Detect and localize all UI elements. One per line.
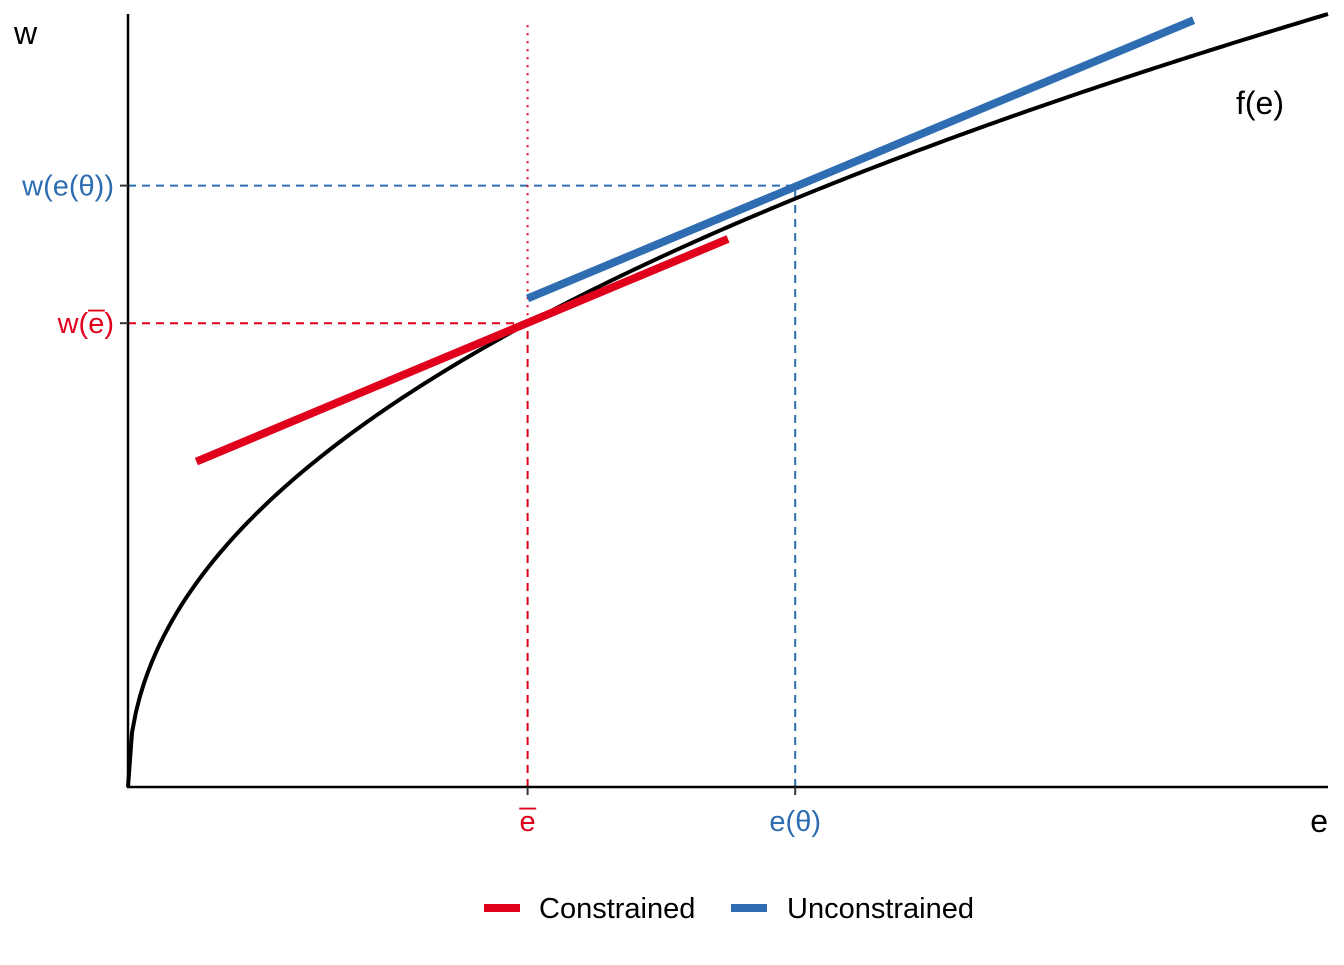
y-tick-label-1: w(e̅) <box>57 308 114 340</box>
axes-layer <box>120 14 1328 795</box>
legend-label-unconstrained: Unconstrained <box>787 893 974 925</box>
y-tick-label-2: w(e(θ)) <box>21 171 114 203</box>
x-axis-title: e <box>1310 803 1328 839</box>
tangent-lines-layer <box>194 16 1196 466</box>
labels-layer: e̅ w(e̅) e(θ) w(e(θ)) w e f(e) <box>13 15 1328 839</box>
x-tick-label-2: e(θ) <box>769 806 821 838</box>
curve-annotation-label: f(e) <box>1236 85 1284 121</box>
tangent-line-constrained <box>194 235 730 466</box>
legend: Constrained Unconstrained <box>484 893 974 925</box>
tangent-line-unconstrained <box>526 16 1196 303</box>
curve-layer <box>126 12 1329 788</box>
legend-label-constrained: Constrained <box>539 893 695 925</box>
curve-f-of-e <box>126 12 1329 788</box>
y-axis-title: w <box>13 15 38 51</box>
x-tick-label-1: e̅ <box>519 806 537 838</box>
guide-lines-layer <box>128 20 797 787</box>
